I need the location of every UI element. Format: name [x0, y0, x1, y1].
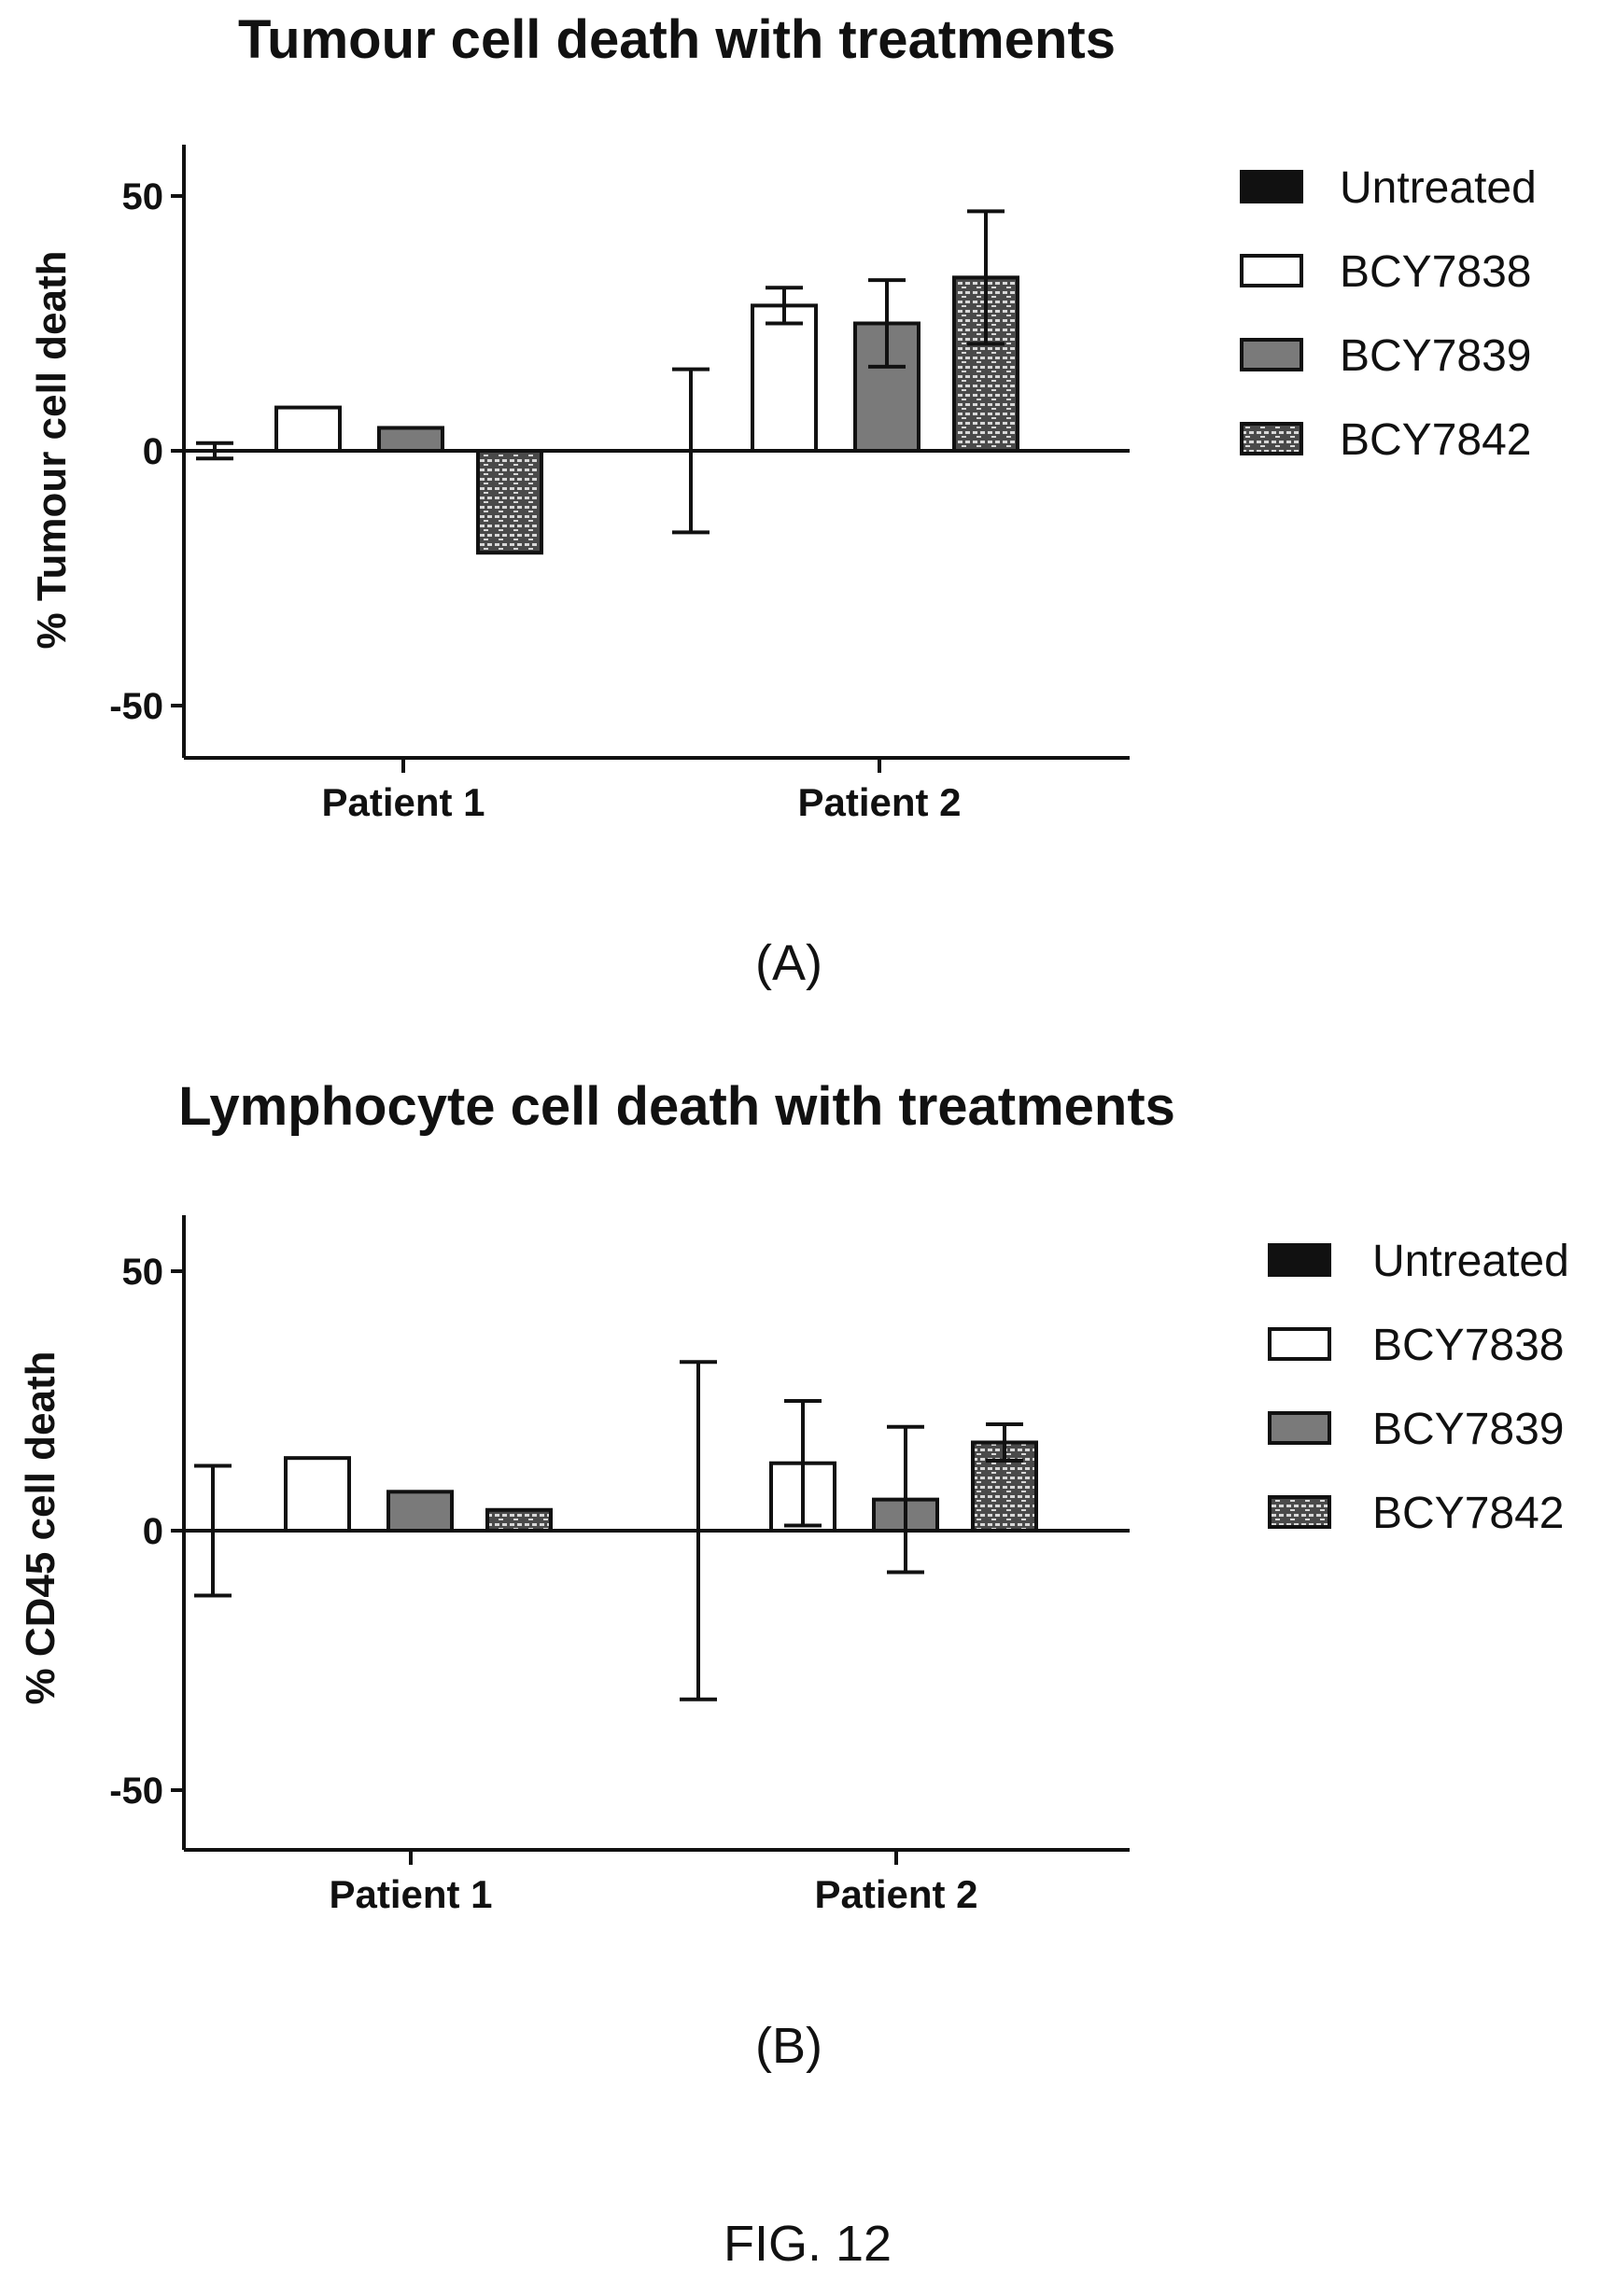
legend-swatch-bcy7838 [1268, 1327, 1331, 1361]
x-tick-label: Patient 2 [814, 1872, 977, 1916]
bar-bcy7839 [377, 426, 444, 453]
y-tick-label: -50 [109, 1771, 163, 1812]
legend-label: Untreated [1340, 163, 1537, 213]
legend-swatch-bcy7839 [1240, 338, 1303, 371]
bar-bcy7839 [386, 1490, 454, 1533]
legend-swatch-untreated [1268, 1243, 1331, 1277]
plot-area: 50 0 -50 Patient 1 Patient 2 [109, 1215, 1130, 1916]
error-bar [868, 278, 906, 369]
legend-swatch-bcy7838 [1240, 254, 1303, 287]
legend-label: BCY7839 [1340, 331, 1531, 381]
legend-label: BCY7842 [1372, 1489, 1564, 1538]
legend-label: BCY7838 [1340, 247, 1531, 297]
chart-panel-a: Tumour cell death with treatments % Tumo… [29, 9, 1537, 991]
legend-label: Untreated [1372, 1237, 1569, 1286]
legend: Untreated BCY7838 BCY7839 BCY7842 [1268, 1237, 1569, 1538]
legend-label: BCY7838 [1372, 1321, 1564, 1370]
error-bar [766, 286, 803, 326]
y-tick-label: 0 [143, 431, 163, 472]
y-axis-label: % CD45 cell death [18, 1351, 63, 1704]
bar-bcy7842 [485, 1507, 553, 1533]
x-tick-label: Patient 2 [797, 780, 961, 824]
legend-swatch-bcy7842 [1268, 1495, 1331, 1529]
legend-swatch-bcy7842 [1240, 422, 1303, 455]
figure-label: FIG. 12 [724, 2216, 892, 2272]
error-bar [784, 1399, 822, 1528]
legend-swatch-bcy7839 [1268, 1411, 1331, 1445]
error-bar [967, 209, 1005, 346]
error-bar [986, 1422, 1023, 1463]
legend: Untreated BCY7838 BCY7839 BCY7842 [1240, 163, 1537, 465]
bar-bcy7838 [284, 1456, 351, 1533]
y-tick-label: 50 [122, 1252, 164, 1293]
x-tick-label: Patient 1 [329, 1872, 492, 1916]
panel-label: (A) [755, 935, 822, 991]
legend-label: BCY7839 [1372, 1405, 1564, 1454]
y-axis-label: % Tumour cell death [29, 250, 75, 649]
panel-label: (B) [755, 2018, 822, 2074]
bar-bcy7842 [476, 449, 543, 555]
y-tick-label: 0 [143, 1511, 163, 1552]
legend-swatch-untreated [1240, 170, 1303, 203]
y-tick-label: 50 [122, 176, 164, 217]
y-tick-label: -50 [109, 686, 163, 727]
bar-bcy7838 [274, 405, 342, 453]
error-bar [887, 1424, 924, 1575]
chart-title: Tumour cell death with treatments [238, 9, 1116, 70]
legend-label: BCY7842 [1340, 415, 1531, 465]
x-tick-label: Patient 1 [321, 780, 485, 824]
chart-panel-b: Lymphocyte cell death with treatments % … [18, 1076, 1569, 2074]
plot-area: 50 0 -50 Patient 1 Patient 2 [109, 145, 1130, 824]
chart-title: Lymphocyte cell death with treatments [178, 1076, 1175, 1137]
bar-bcy7838 [751, 303, 818, 454]
